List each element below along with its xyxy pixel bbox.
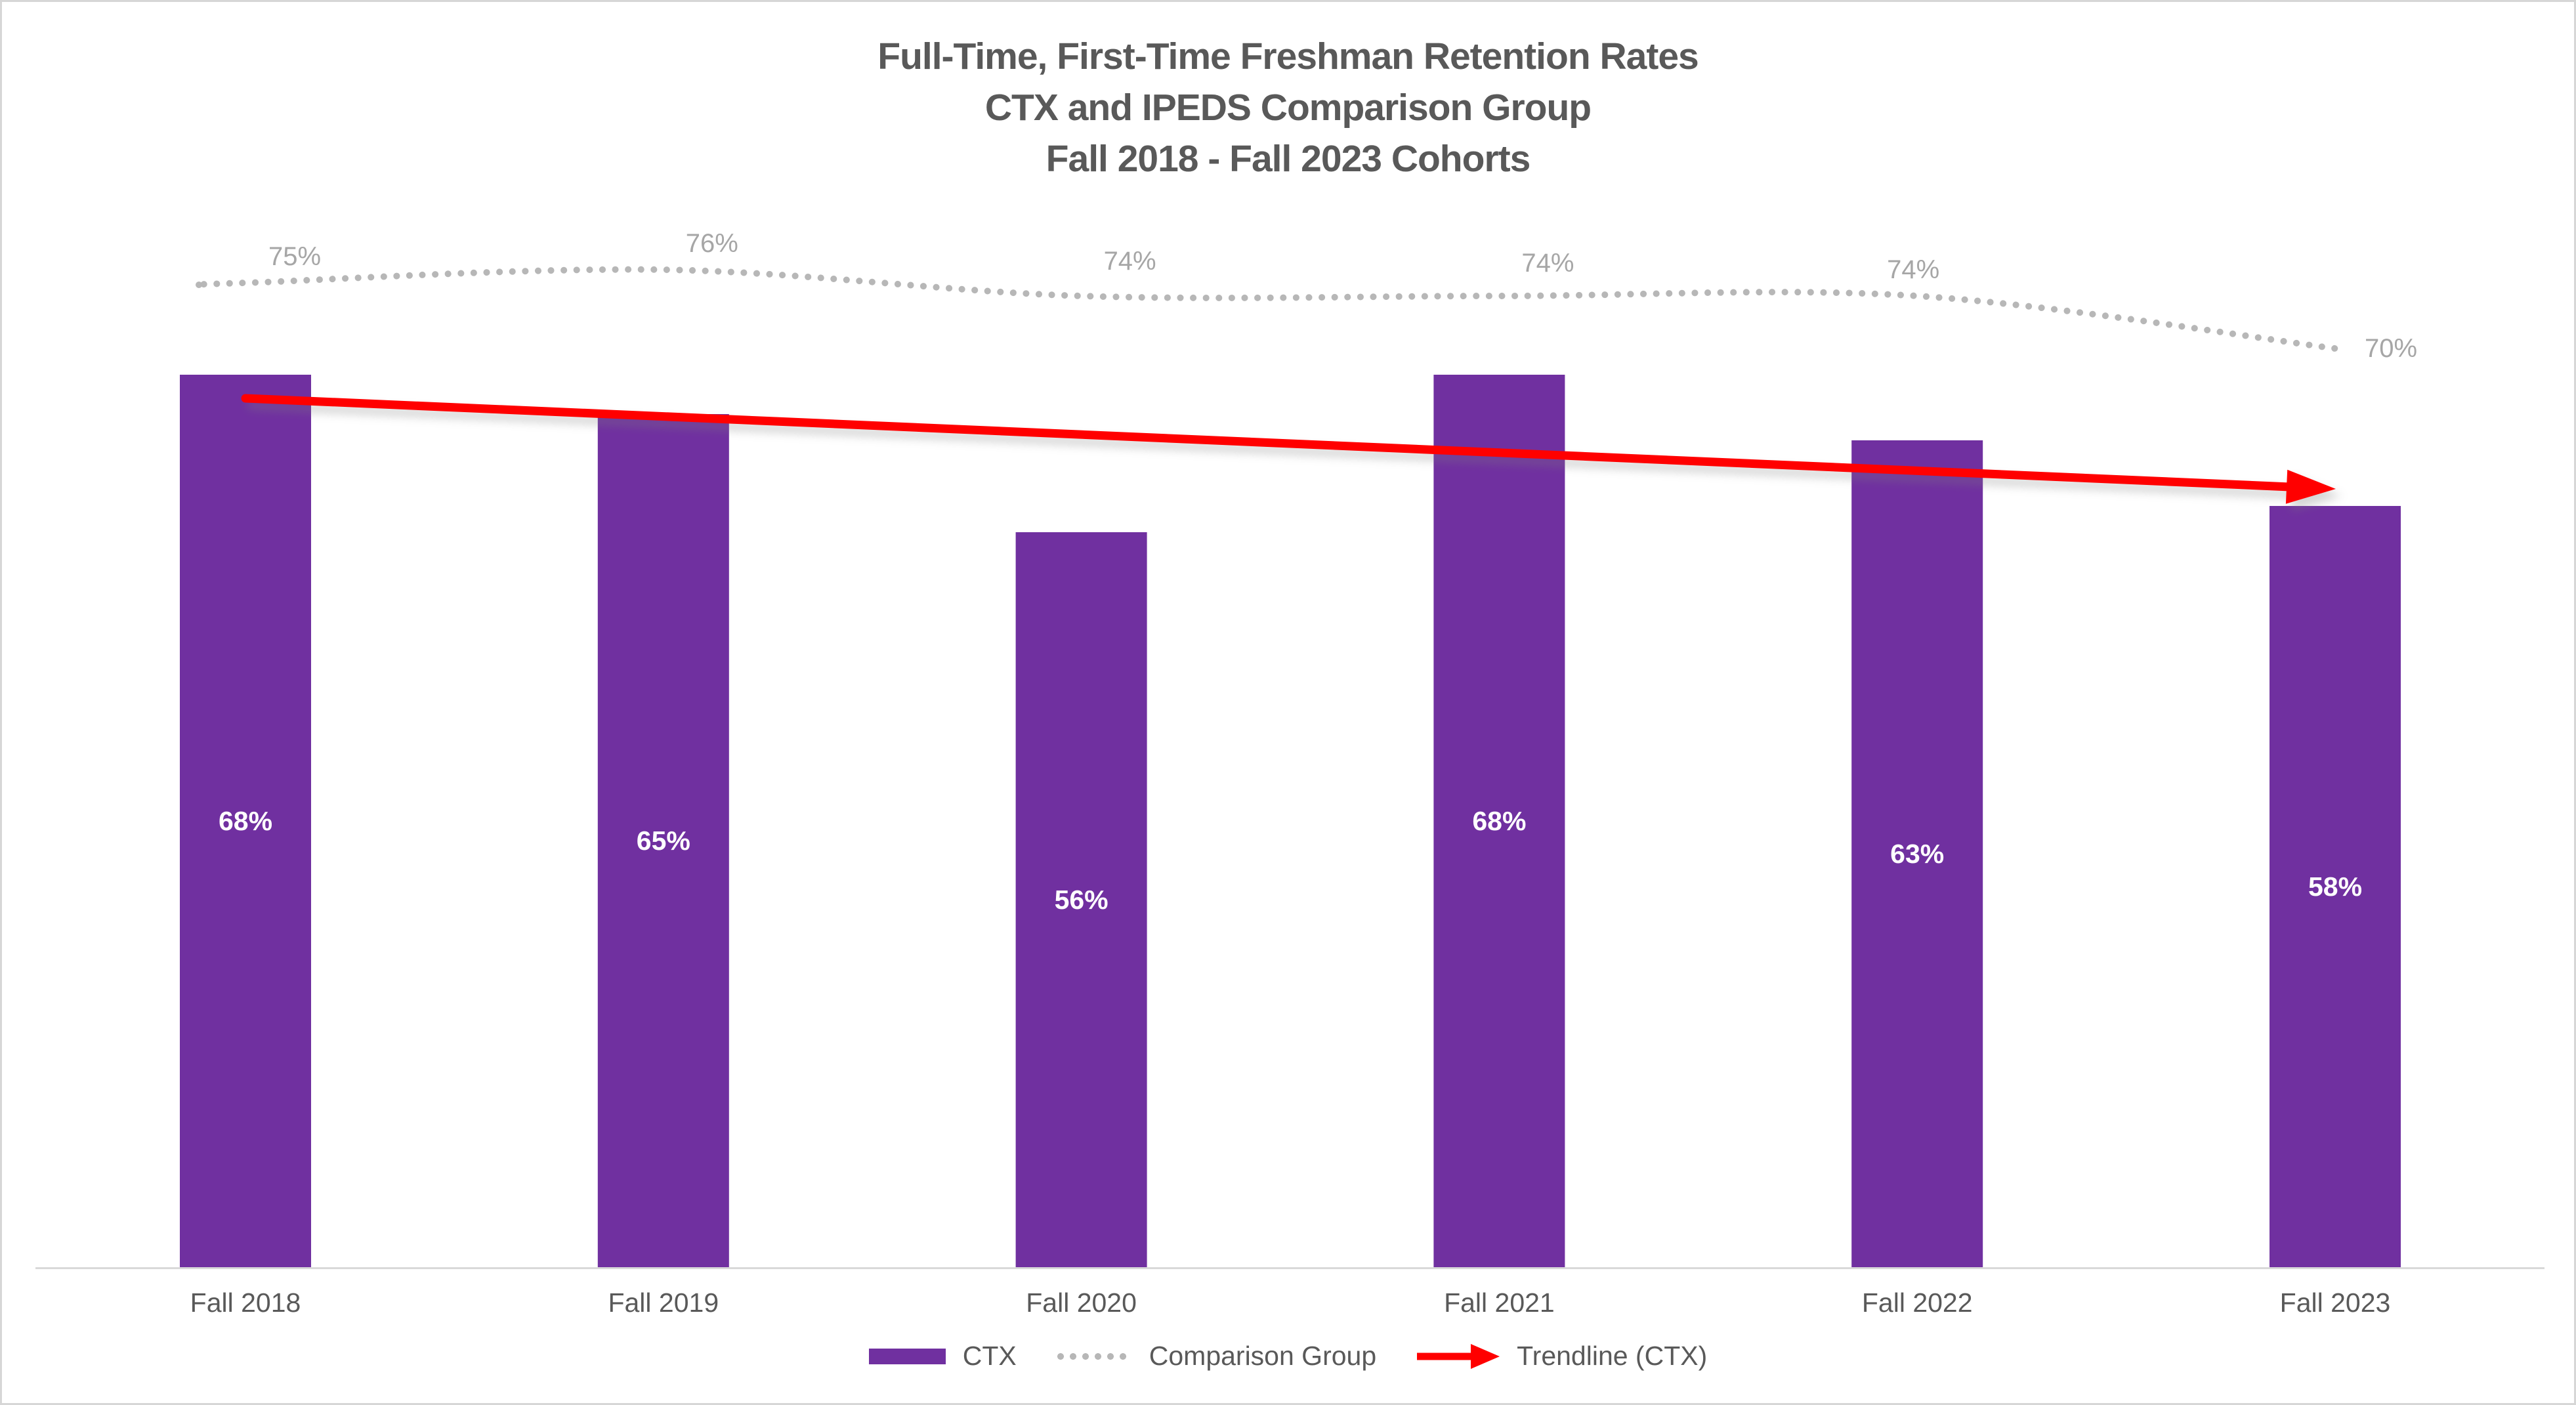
bar-value-label: 56%: [1055, 885, 1109, 915]
legend-label-ctx: CTX: [962, 1341, 1017, 1371]
comparison-value-label: 75%: [268, 242, 321, 271]
x-axis-label: Fall 2023: [2280, 1288, 2391, 1318]
legend-item-comparison-group: Comparison Group: [1057, 1341, 1376, 1372]
bar-value-label: 63%: [1890, 839, 1944, 869]
comparison-value-label: 76%: [686, 229, 738, 258]
ctx-bar-fall-2021: [1433, 375, 1565, 1267]
ctx-bar-fall-2023: [2270, 506, 2401, 1267]
ctx-bar-fall-2020: [1015, 532, 1147, 1267]
trendline-arrowhead: [2285, 469, 2336, 504]
trendline-shadow: [247, 401, 2342, 511]
x-axis-label: Fall 2022: [1862, 1288, 1973, 1318]
comparison-value-label: 74%: [1887, 255, 1939, 284]
bar-value-label: 68%: [219, 806, 272, 836]
comparison-value-label: 74%: [1521, 249, 1574, 278]
bar-value-label: 65%: [637, 826, 690, 856]
dotted-line-swatch-icon: [1057, 1353, 1132, 1360]
comparison-group-line: [192, 266, 2338, 352]
chart-title-line-2: CTX and IPEDS Comparison Group: [984, 87, 1592, 129]
chart-title: Full-Time, First-Time Freshman Retention…: [2, 31, 2574, 184]
legend-label-comparison-group: Comparison Group: [1149, 1341, 1377, 1371]
trendline-arrow-icon: [1417, 1343, 1500, 1369]
ctx-bar-fall-2022: [1851, 440, 1983, 1267]
x-axis-label: Fall 2018: [190, 1288, 301, 1318]
legend-item-trendline: Trendline (CTX): [1417, 1341, 1707, 1372]
x-axis-label: Fall 2020: [1026, 1288, 1137, 1318]
ctx-bar-fall-2019: [597, 414, 729, 1267]
trendline: [241, 394, 2296, 492]
legend-label-trendline: Trendline (CTX): [1517, 1341, 1708, 1371]
chart-title-line-1: Full-Time, First-Time Freshman Retention…: [877, 35, 1699, 77]
comparison-value-label: 74%: [1104, 247, 1156, 276]
ctx-bar-fall-2018: [180, 375, 311, 1267]
bar-value-label: 58%: [2308, 871, 2362, 902]
comparison-value-label: 70%: [2365, 334, 2417, 363]
chart-legend: CTX Comparison Group Trendline (CTX): [2, 1341, 2574, 1372]
legend-item-ctx: CTX: [868, 1341, 1017, 1372]
ctx-bar-swatch-icon: [868, 1348, 946, 1364]
bar-value-label: 68%: [1472, 806, 1526, 836]
x-axis-label: Fall 2019: [608, 1288, 719, 1318]
x-axis-label: Fall 2021: [1444, 1288, 1555, 1318]
chart-title-line-3: Fall 2018 - Fall 2023 Cohorts: [1045, 138, 1531, 180]
